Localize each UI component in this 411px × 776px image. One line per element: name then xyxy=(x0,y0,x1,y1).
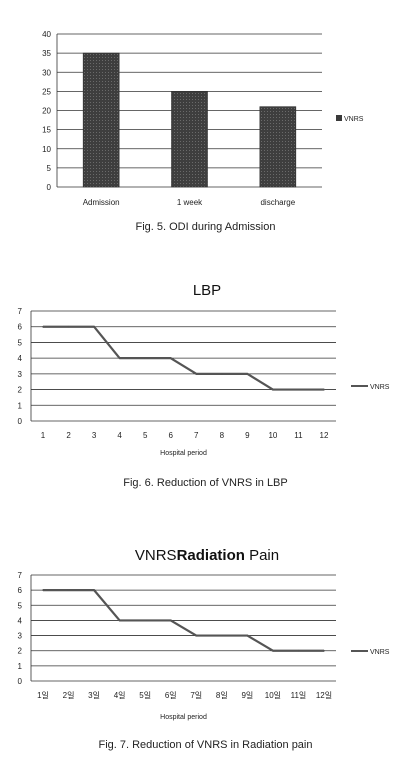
figure-caption-5: Fig. 5. ODI during Admission xyxy=(135,221,276,233)
bar xyxy=(82,52,120,188)
figure-caption-7: Fig. 7. Reduction of VNRS in Radiation p… xyxy=(98,739,313,751)
data-point xyxy=(323,388,325,391)
y-tick-label: 0 xyxy=(18,417,23,426)
bar-chart-odi: 0 5 10 15 20 25 30 35 40 Admission 1 week discharge… xyxy=(42,30,364,207)
y-tick-label: 6 xyxy=(18,586,23,595)
x-tick-label: 4일 xyxy=(114,691,126,700)
x-tick-label: 1 week xyxy=(177,198,203,207)
data-point xyxy=(144,357,147,360)
y-tick-label: 2 xyxy=(18,647,23,656)
chart-title-part-1: VNRS xyxy=(135,547,177,564)
x-tick-label: 6 xyxy=(169,431,174,440)
data-point xyxy=(272,388,274,391)
x-tick-label: 6일 xyxy=(165,691,177,700)
data-point xyxy=(246,634,249,637)
legend-label: VNRS xyxy=(370,649,390,656)
y-tick-label: 25 xyxy=(42,87,51,96)
data-point xyxy=(42,325,44,328)
chart-title-part-2: Radiation xyxy=(177,547,245,564)
bar xyxy=(171,91,208,188)
data-point xyxy=(220,372,223,375)
x-tick-label: Admission xyxy=(83,198,120,207)
y-tick-label: 2 xyxy=(18,386,23,395)
data-point xyxy=(323,649,325,652)
y-tick-label: 20 xyxy=(42,107,51,116)
data-point xyxy=(118,619,121,622)
data-point xyxy=(67,325,70,328)
x-tick-label: 11 xyxy=(294,431,303,440)
data-point xyxy=(297,388,300,391)
y-tick-label: 0 xyxy=(47,183,52,192)
y-tick-label: 5 xyxy=(47,164,52,173)
data-point xyxy=(144,619,147,622)
y-tick-label: 1 xyxy=(18,662,23,671)
y-tick-label: 5 xyxy=(18,601,23,610)
chart-title-part-3: Pain xyxy=(245,547,279,564)
y-tick-label: 6 xyxy=(18,323,23,332)
legend-swatch xyxy=(336,115,342,121)
y-tick-label: 3 xyxy=(18,632,23,641)
data-point xyxy=(118,357,121,360)
data-point xyxy=(195,634,198,637)
chart-title-radiation-pain: VNRSRadiation Pain xyxy=(135,547,279,564)
data-point xyxy=(169,357,172,360)
x-tick-label: 8 xyxy=(220,431,225,440)
x-axis-label: Hospital period xyxy=(160,450,207,457)
x-tick-label: 7일 xyxy=(190,691,202,700)
y-tick-label: 4 xyxy=(18,354,23,363)
data-point xyxy=(93,325,95,328)
legend-label: VNRS xyxy=(370,384,390,391)
legend-label: VNRS xyxy=(344,116,364,123)
y-tick-label: 15 xyxy=(42,126,51,135)
chart-title-lbp: LBP xyxy=(193,282,221,299)
series-line-vnrs xyxy=(43,589,324,652)
x-tick-label: 7 xyxy=(194,431,199,440)
data-point xyxy=(272,649,274,652)
x-tick-label: 12일 xyxy=(316,691,332,700)
x-axis-label: Hospital period xyxy=(160,714,207,721)
x-tick-label: 10일 xyxy=(265,691,281,700)
data-point xyxy=(246,372,249,375)
x-tick-label: 11일 xyxy=(291,691,307,700)
data-point xyxy=(195,372,198,375)
y-tick-label: 10 xyxy=(42,145,51,154)
x-tick-label: 1일 xyxy=(37,691,49,700)
data-point xyxy=(93,589,95,592)
bar xyxy=(259,106,297,188)
x-tick-label: 2 xyxy=(66,431,71,440)
data-point xyxy=(42,589,44,592)
y-tick-label: 1 xyxy=(18,401,23,410)
y-tick-label: 30 xyxy=(42,68,51,77)
series-line-vnrs xyxy=(43,325,324,391)
data-point xyxy=(297,649,300,652)
x-tick-label: 3일 xyxy=(88,691,100,700)
x-tick-label: 3 xyxy=(92,431,97,440)
figure-caption-6: Fig. 6. Reduction of VNRS in LBP xyxy=(123,477,288,489)
x-tick-label: 4 xyxy=(117,431,122,440)
x-tick-label: 12 xyxy=(320,431,329,440)
y-tick-label: 5 xyxy=(18,338,23,347)
x-tick-label: 2일 xyxy=(63,691,75,700)
y-tick-label: 4 xyxy=(18,616,23,625)
y-tick-label: 7 xyxy=(18,571,23,580)
data-point xyxy=(169,619,172,622)
x-tick-label: 5일 xyxy=(139,691,151,700)
y-tick-label: 7 xyxy=(18,307,23,316)
data-point xyxy=(67,589,70,592)
y-tick-label: 0 xyxy=(18,677,23,686)
y-tick-label: 3 xyxy=(18,370,23,379)
x-tick-label: 9 xyxy=(245,431,250,440)
x-tick-label: 1 xyxy=(41,431,46,440)
x-tick-label: 8일 xyxy=(216,691,228,700)
x-tick-label: 5 xyxy=(143,431,148,440)
x-tick-label: 9일 xyxy=(241,691,253,700)
x-tick-label: 10 xyxy=(268,431,277,440)
y-tick-label: 35 xyxy=(42,49,51,58)
y-tick-label: 40 xyxy=(42,30,51,39)
data-point xyxy=(220,634,223,637)
x-tick-label: discharge xyxy=(260,198,295,207)
